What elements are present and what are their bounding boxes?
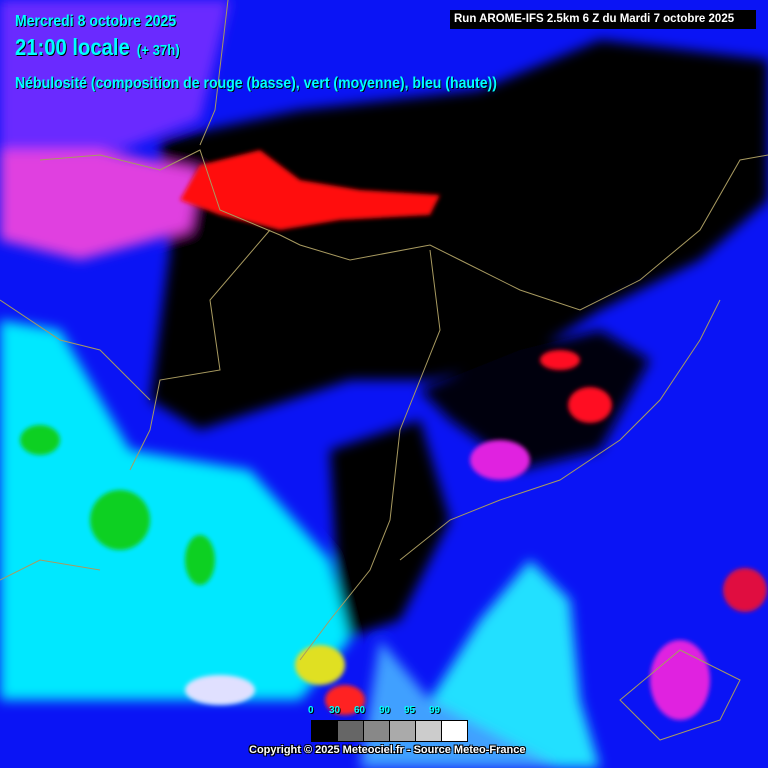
lead-time: (+ 37h)	[136, 42, 180, 59]
model-run-label: Run AROME-IFS 2.5km 6 Z du Mardi 7 octob…	[450, 10, 756, 29]
legend-swatch	[338, 721, 364, 741]
clear-region-east	[420, 330, 650, 470]
red-cell	[568, 387, 612, 423]
magenta-cell	[470, 440, 530, 480]
legend-label: 90	[379, 705, 391, 716]
legend-label: 0	[308, 705, 314, 716]
red-cell	[540, 350, 580, 370]
local-time: 21:00 locale	[15, 34, 130, 60]
legend-swatch	[364, 721, 390, 741]
map-title: Nébulosité (composition de rouge (basse)…	[15, 75, 497, 92]
green-cell	[90, 490, 150, 550]
copyright: Copyright © 2025 Meteociel.fr - Source M…	[249, 744, 526, 756]
red-cell	[325, 685, 365, 715]
green-cell	[20, 425, 60, 455]
forecast-time: 21:00 locale (+ 37h)	[15, 34, 180, 61]
legend-label: 95	[404, 705, 416, 716]
cyan-region	[0, 320, 350, 700]
white-cell	[185, 675, 255, 705]
clear-region	[150, 40, 768, 430]
pink-cloud	[0, 150, 200, 260]
red-cell	[723, 568, 767, 612]
magenta-region	[0, 0, 230, 150]
yellow-cell	[295, 645, 345, 685]
cyan-region-south	[420, 560, 600, 768]
color-legend	[311, 720, 468, 742]
magenta-cell	[650, 640, 710, 720]
legend-swatch	[442, 721, 467, 741]
green-cell	[185, 535, 215, 585]
legend-swatch	[312, 721, 338, 741]
forecast-date: Mercredi 8 octobre 2025	[15, 13, 177, 30]
legend-label: 60	[354, 705, 366, 716]
red-band	[180, 150, 440, 230]
legend-label: 99	[429, 705, 441, 716]
legend-label: 30	[329, 705, 341, 716]
legend-swatch	[416, 721, 442, 741]
clear-region-south	[330, 420, 450, 640]
borders-coastlines	[0, 0, 768, 741]
legend-swatch	[390, 721, 416, 741]
